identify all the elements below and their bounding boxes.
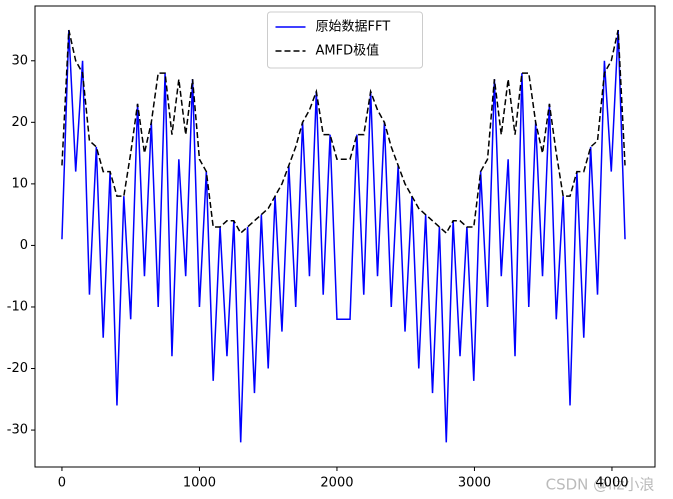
legend-label: AMFD极值 (316, 43, 380, 59)
x-tick-label: 1000 (183, 476, 216, 491)
y-tick-label: 20 (11, 115, 28, 130)
plot-frame (34, 5, 656, 468)
y-tick-label: 10 (11, 176, 28, 191)
watermark: CSDN @llz小浪 (546, 476, 655, 494)
series-line (61, 29, 626, 235)
x-tick-label: 0 (58, 476, 66, 491)
x-tick-label: 2000 (320, 476, 353, 491)
y-tick-label: 0 (20, 238, 28, 253)
y-tick-label: -30 (7, 423, 28, 438)
y-tick-label: -10 (7, 299, 28, 314)
y-tick-label: -20 (7, 361, 28, 376)
x-tick-label: 4000 (595, 476, 628, 491)
x-tick-label: 3000 (458, 476, 491, 491)
legend-label: 原始数据FFT (316, 20, 391, 35)
series-line (61, 29, 626, 443)
y-tick-label: 30 (11, 53, 28, 68)
legend-box (267, 11, 423, 69)
